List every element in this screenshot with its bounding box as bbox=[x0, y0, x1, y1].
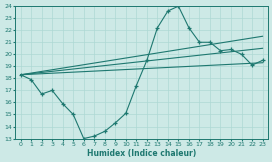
X-axis label: Humidex (Indice chaleur): Humidex (Indice chaleur) bbox=[87, 149, 196, 158]
